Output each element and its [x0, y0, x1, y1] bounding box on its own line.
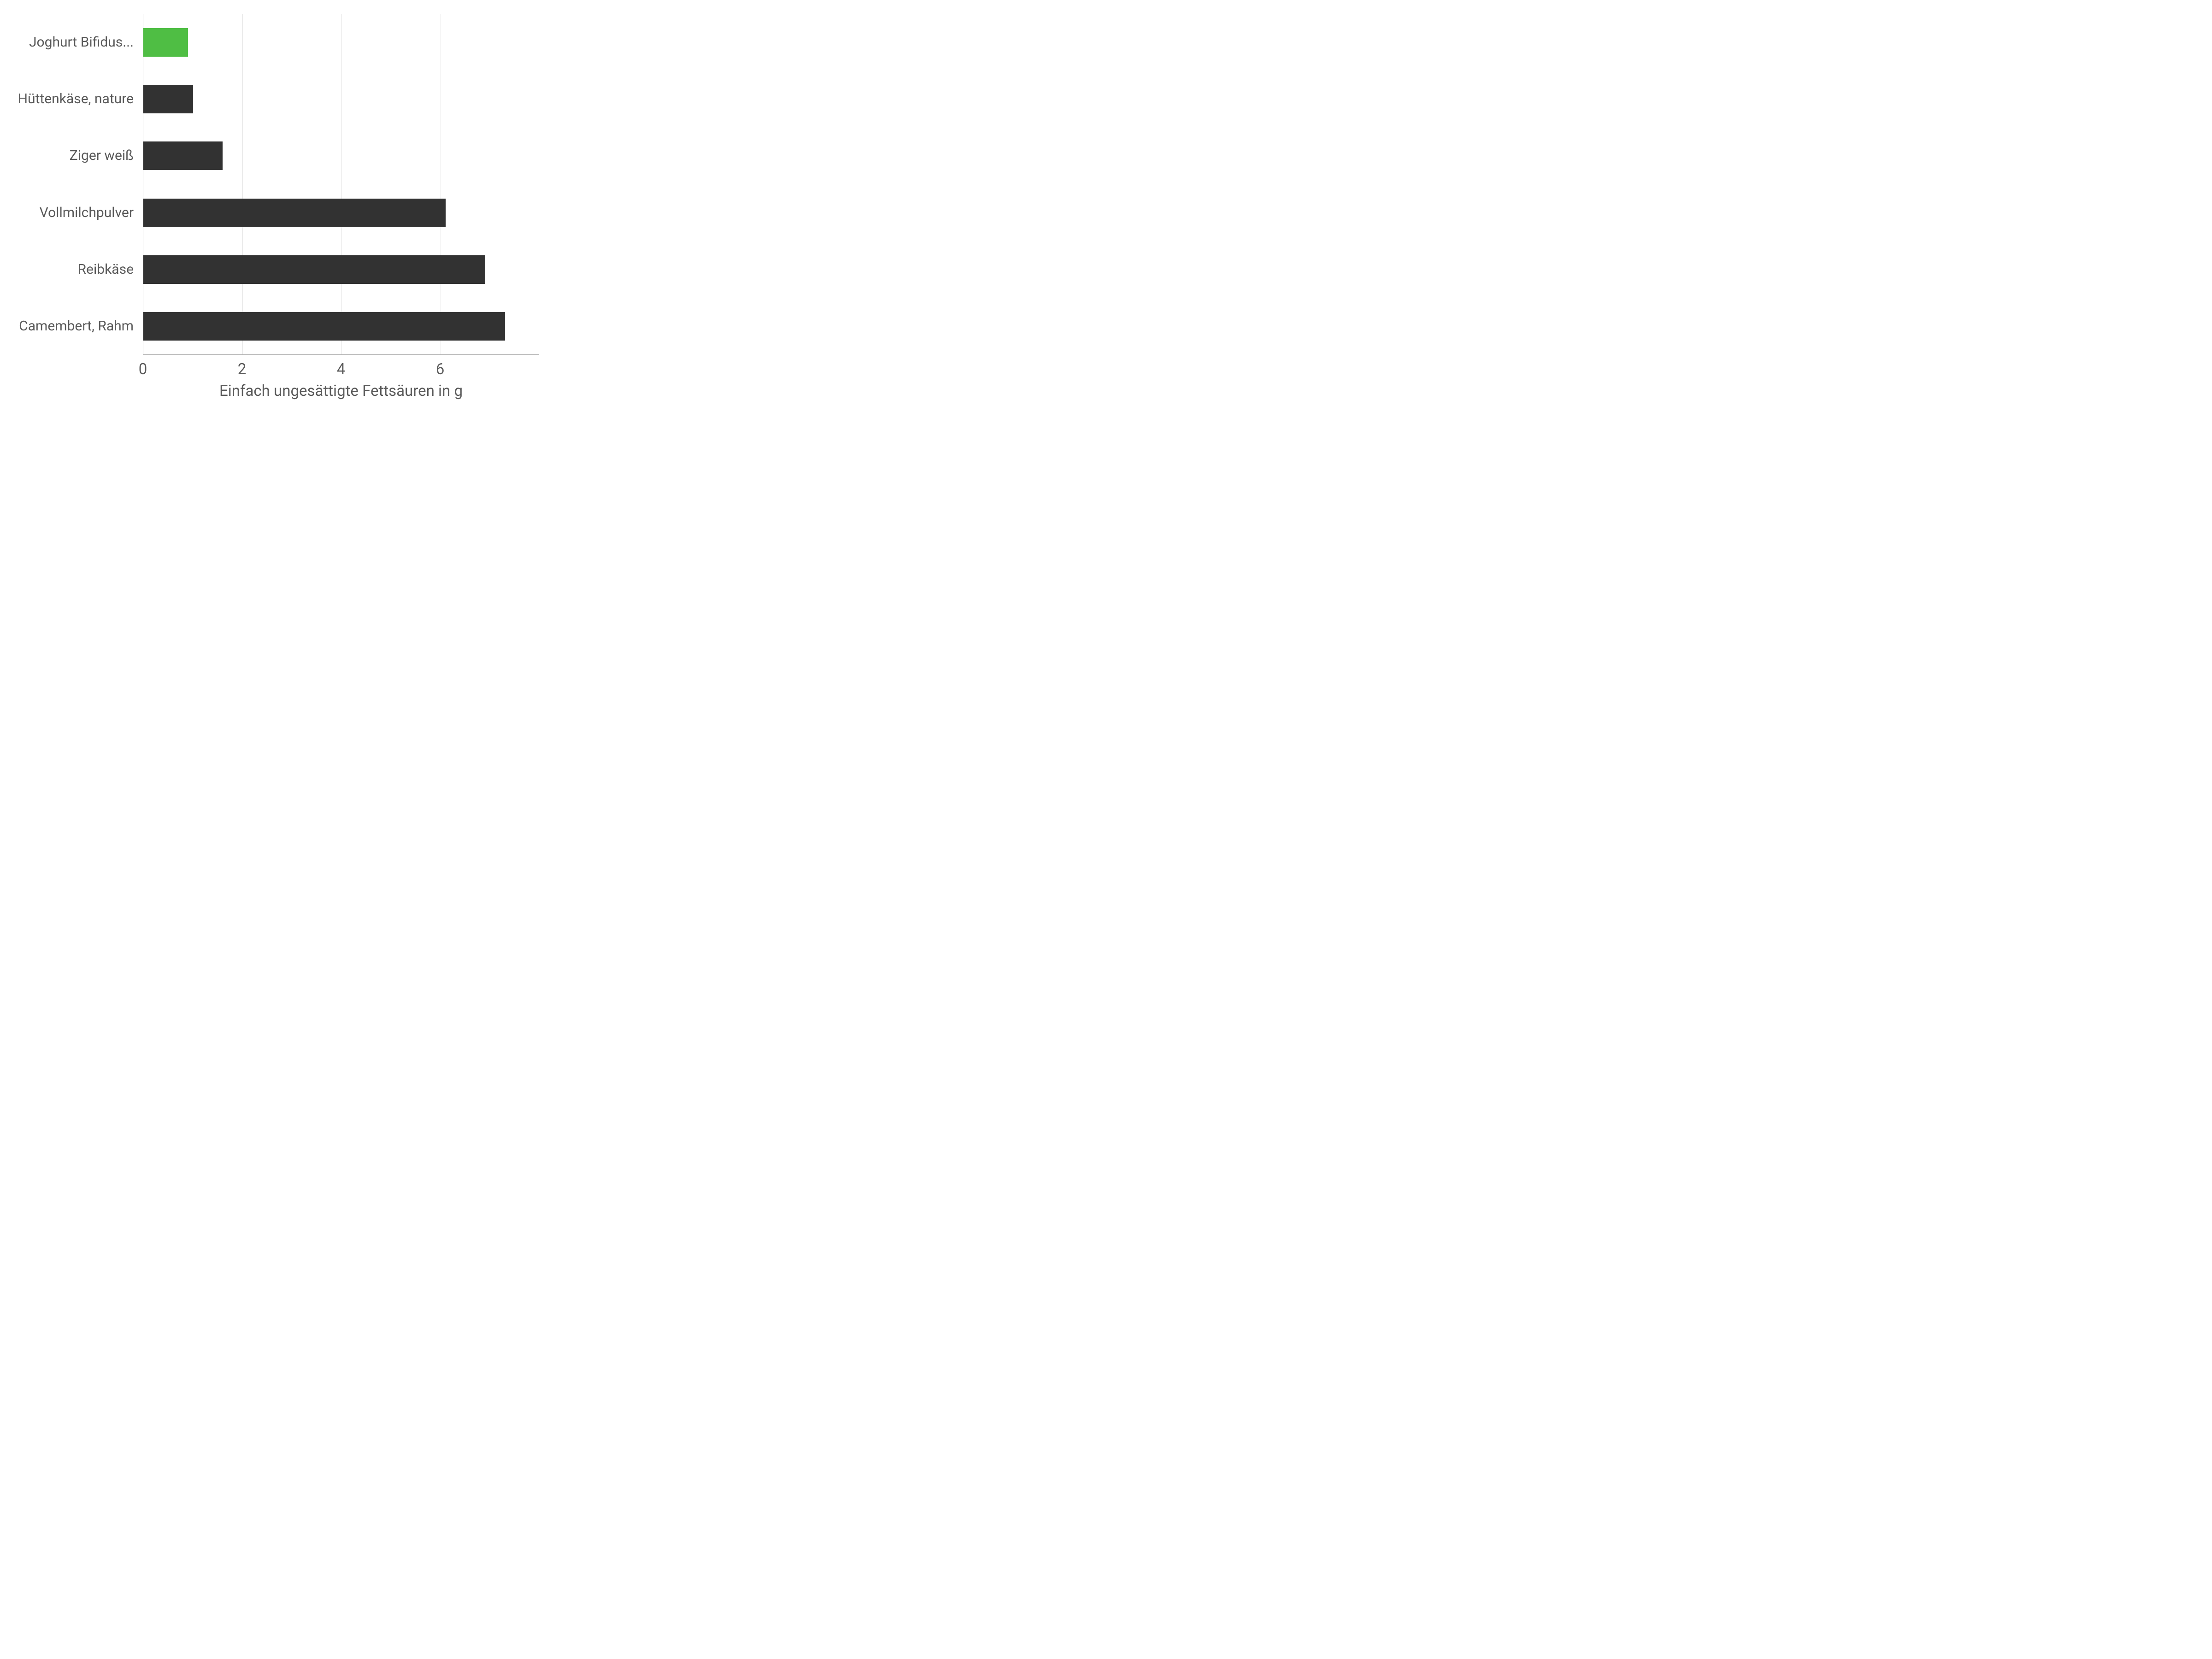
gridline [341, 14, 342, 354]
x-tick-label: 0 [139, 360, 147, 378]
bar [143, 141, 223, 170]
y-category-label: Hüttenkäse, nature [0, 91, 134, 107]
x-tick-label: 4 [337, 360, 346, 378]
bar-chart: Einfach ungesättigte Fettsäuren in g 0 2 4… [0, 0, 553, 415]
y-category-label: Vollmilchpulver [0, 205, 134, 221]
x-tick-label: 2 [238, 360, 247, 378]
plot-area [143, 14, 539, 355]
y-category-label: Camembert, Rahm [0, 318, 134, 334]
x-axis-title: Einfach ungesättigte Fettsäuren in g [143, 382, 539, 400]
x-tick-label: 6 [436, 360, 445, 378]
bar [143, 312, 505, 341]
bar [143, 255, 485, 284]
bar [143, 85, 193, 113]
y-category-label: Reibkäse [0, 261, 134, 277]
y-category-label: Ziger weiß [0, 147, 134, 164]
gridline [242, 14, 243, 354]
bar [143, 199, 446, 227]
y-category-label: Joghurt Bifidus... [0, 34, 134, 50]
bar [143, 28, 188, 57]
